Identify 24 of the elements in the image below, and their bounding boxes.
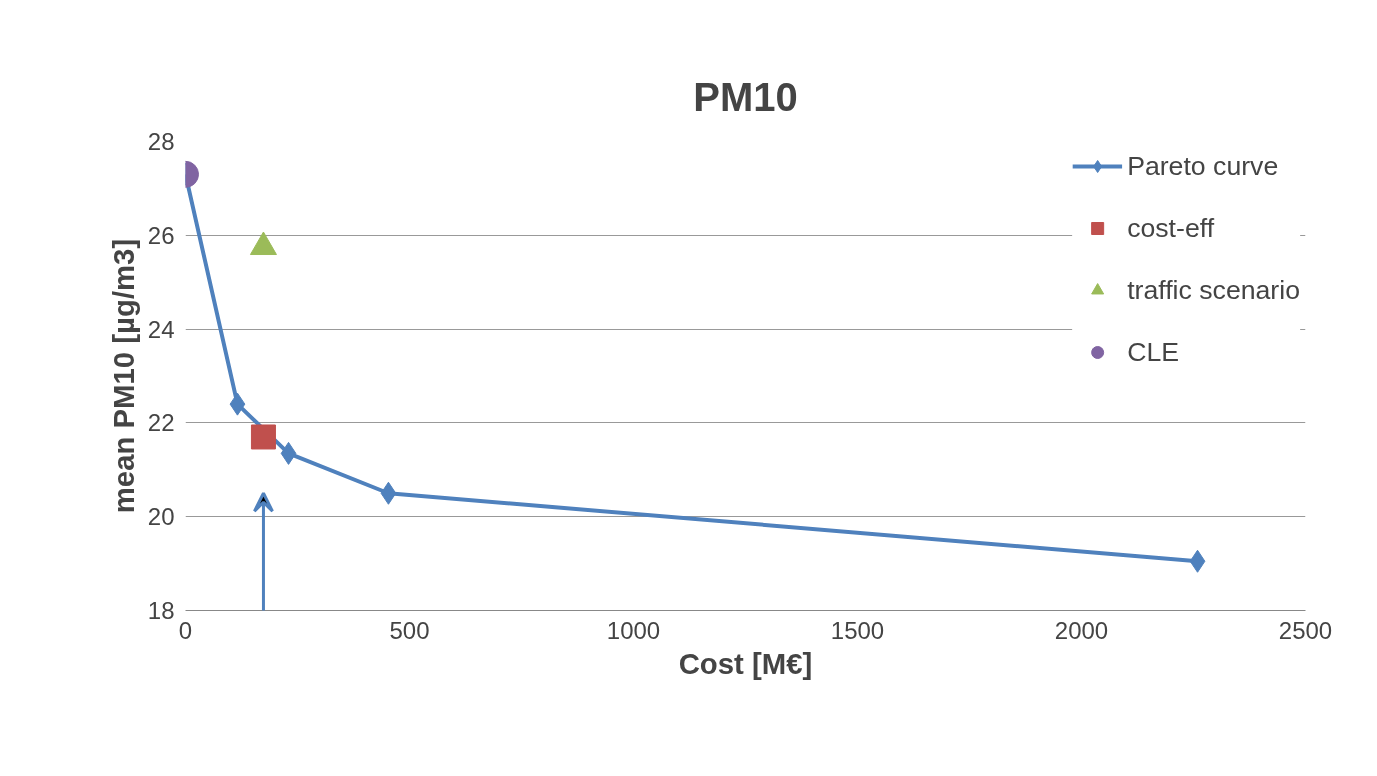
y-tick-label: 28	[147, 128, 175, 155]
y-tick-label: 20	[147, 503, 175, 531]
legend-label: Pareto curve	[1127, 149, 1279, 183]
point	[1189, 549, 1206, 573]
chart-title: PM10	[693, 75, 798, 119]
x-tick-label: 0	[178, 616, 193, 644]
y-axis-title: mean PM10 [µg/m3]	[106, 238, 140, 514]
legend-label: CLE	[1127, 335, 1179, 369]
x-tick-label: 1000	[606, 616, 661, 644]
y-tick-label: 26	[147, 221, 175, 249]
x-tick-label: 2500	[1278, 616, 1333, 644]
point	[229, 392, 246, 416]
y-tick-label: 18	[147, 597, 175, 624]
y-tick-label: 24	[147, 315, 175, 343]
x-tick-label: 500	[389, 616, 430, 644]
x-axis-title: Cost [M€]	[678, 646, 813, 680]
legend-label: cost-eff	[1127, 211, 1215, 245]
point	[250, 424, 276, 450]
x-tick-label: 2000	[1054, 616, 1109, 644]
x-tick-label: 1500	[830, 616, 885, 644]
legend-label: traffic scenario	[1127, 273, 1300, 307]
y-tick-label: 22	[147, 409, 175, 437]
point	[280, 441, 297, 465]
point	[380, 481, 397, 505]
